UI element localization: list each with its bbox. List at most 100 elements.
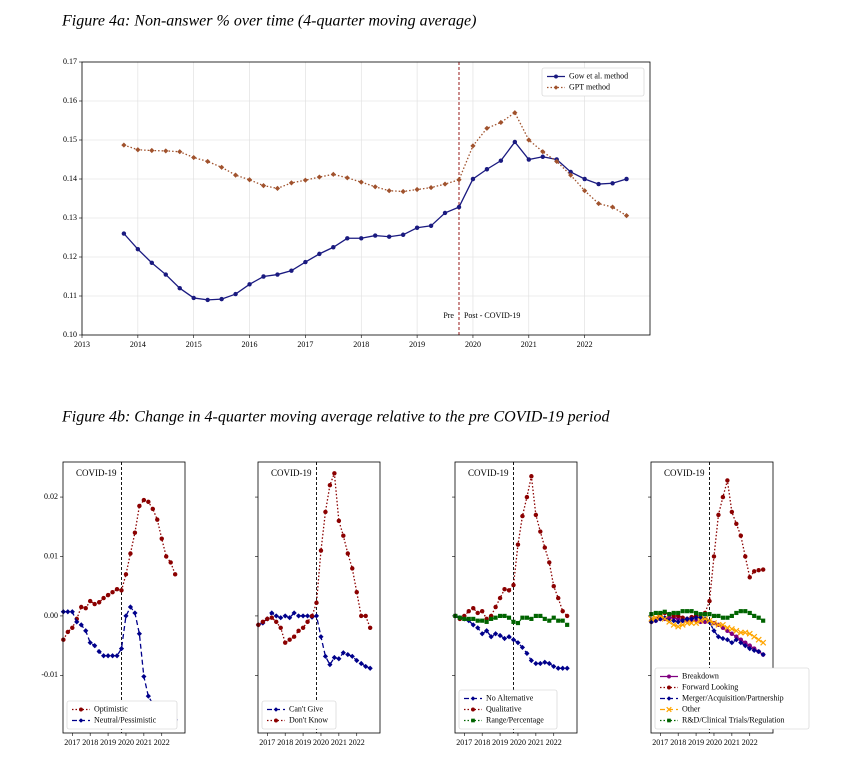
- annotation: COVID-19: [664, 468, 705, 478]
- marker: [540, 154, 545, 159]
- marker: [155, 517, 160, 522]
- marker: [317, 251, 322, 257]
- marker: [336, 656, 342, 662]
- marker: [367, 665, 373, 671]
- marker: [336, 518, 342, 524]
- marker: [568, 169, 573, 175]
- marker: [164, 554, 169, 559]
- marker: [711, 554, 717, 559]
- x-tick-label: 2016: [242, 340, 258, 349]
- marker: [386, 188, 392, 194]
- marker: [546, 660, 552, 667]
- marker: [667, 612, 672, 617]
- x-tick-label: 2019: [100, 738, 116, 747]
- marker: [247, 282, 252, 287]
- marker: [698, 612, 703, 617]
- marker: [323, 509, 328, 515]
- marker: [219, 296, 224, 302]
- marker: [537, 660, 543, 667]
- marker: [274, 718, 278, 723]
- marker: [205, 297, 210, 303]
- marker: [87, 598, 93, 604]
- legend-label: Neutral/Pessimistic: [94, 715, 157, 724]
- marker: [728, 625, 735, 633]
- series-line: [123, 140, 627, 301]
- marker: [751, 647, 757, 653]
- x-tick-label: 2019: [492, 738, 508, 747]
- marker: [278, 615, 284, 621]
- marker: [400, 232, 406, 237]
- marker: [497, 613, 503, 619]
- marker: [300, 625, 306, 631]
- marker: [720, 635, 726, 642]
- annotation: COVID-19: [468, 468, 509, 478]
- marker: [340, 650, 346, 656]
- marker: [529, 474, 534, 479]
- x-tick-label: 2017: [652, 738, 668, 747]
- marker: [515, 542, 521, 547]
- marker: [191, 154, 197, 161]
- y-tick-label: -0.01: [41, 670, 58, 679]
- marker: [114, 653, 120, 659]
- marker: [428, 184, 434, 191]
- marker: [414, 225, 420, 230]
- marker: [501, 635, 508, 642]
- y-tick-label: 0.17: [63, 57, 77, 66]
- marker: [303, 259, 308, 265]
- plot-frame: [81, 61, 651, 336]
- marker: [327, 662, 333, 668]
- marker: [707, 612, 712, 617]
- marker: [101, 653, 107, 659]
- marker: [511, 619, 516, 624]
- x-tick-label: 2018: [277, 738, 293, 747]
- marker: [318, 634, 324, 640]
- marker: [667, 718, 671, 723]
- marker: [565, 622, 570, 627]
- marker: [679, 621, 686, 628]
- legend-box: [654, 667, 810, 730]
- marker: [260, 619, 266, 625]
- marker: [466, 616, 471, 621]
- marker: [538, 613, 543, 619]
- marker: [582, 188, 588, 194]
- marker: [680, 618, 686, 624]
- marker: [456, 177, 462, 183]
- marker: [564, 665, 570, 671]
- marker: [666, 706, 672, 713]
- marker: [493, 631, 499, 637]
- marker: [697, 617, 704, 624]
- marker: [540, 149, 546, 155]
- marker: [128, 551, 133, 556]
- marker: [359, 236, 364, 241]
- marker: [92, 601, 97, 607]
- figure-4b-title: Figure 4b: Change in 4-quarter moving av…: [61, 409, 610, 426]
- marker: [693, 610, 699, 616]
- marker: [737, 629, 744, 636]
- marker: [715, 634, 722, 640]
- marker: [623, 213, 630, 219]
- marker: [701, 615, 709, 622]
- marker: [760, 567, 766, 572]
- marker: [526, 137, 532, 143]
- marker: [344, 175, 350, 181]
- marker: [760, 639, 767, 646]
- marker: [442, 210, 448, 216]
- y-tick-label: 0.10: [63, 330, 77, 339]
- marker: [358, 660, 364, 667]
- marker: [475, 618, 480, 623]
- marker: [442, 181, 448, 187]
- marker: [488, 634, 494, 640]
- legend-label: Range/Percentage: [486, 715, 544, 724]
- marker: [515, 640, 521, 646]
- legend-label: GPT method: [569, 82, 610, 91]
- marker: [282, 613, 288, 619]
- legend-label: Can't Give: [289, 704, 324, 713]
- marker: [177, 149, 183, 155]
- marker: [457, 615, 462, 620]
- marker: [205, 158, 211, 165]
- marker: [261, 274, 266, 279]
- marker: [675, 619, 681, 625]
- x-tick-label: 2021: [136, 738, 152, 747]
- legend-label: Gow et al. method: [569, 71, 628, 80]
- annotation: Pre: [443, 311, 454, 320]
